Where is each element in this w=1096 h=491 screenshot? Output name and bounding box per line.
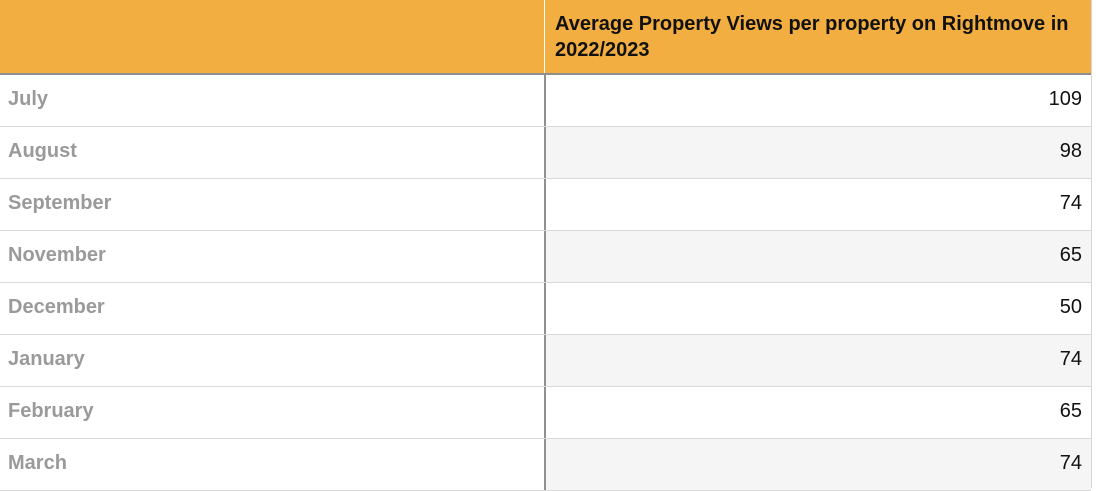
row-label: February	[8, 400, 94, 422]
value-cell: 109	[544, 75, 1091, 126]
row-label: December	[8, 296, 105, 318]
row-value: 74	[1059, 192, 1082, 214]
row-value: 74	[1059, 452, 1082, 474]
value-cell: 74	[544, 179, 1091, 230]
table-row: January 74	[0, 335, 1091, 387]
value-cell: 65	[544, 387, 1091, 438]
row-value: 109	[1048, 88, 1082, 110]
row-label: August	[8, 140, 77, 162]
table-row: September 74	[0, 179, 1091, 231]
row-value: 65	[1059, 400, 1082, 422]
row-value: 50	[1059, 296, 1082, 318]
value-cell: 74	[544, 335, 1091, 386]
value-cell: 65	[544, 231, 1091, 282]
row-value: 74	[1059, 348, 1082, 370]
table-row: March 74	[0, 439, 1091, 491]
table-header: Average Property Views per property on R…	[0, 0, 1091, 75]
row-label: November	[8, 244, 106, 266]
row-value: 98	[1059, 140, 1082, 162]
value-cell: 50	[544, 283, 1091, 334]
value-cell: 74	[544, 439, 1091, 490]
table-body: July 109 August 98 September 74 November 65 Dece…	[0, 75, 1091, 491]
table-row: February 65	[0, 387, 1091, 439]
table-row: July 109	[0, 75, 1091, 127]
row-label: March	[8, 452, 67, 474]
table-row: August 98	[0, 127, 1091, 179]
row-label: July	[8, 88, 49, 110]
table-row: December 50	[0, 283, 1091, 335]
row-label: January	[8, 348, 85, 370]
value-cell: 98	[544, 127, 1091, 178]
row-value: 65	[1059, 244, 1082, 266]
header-empty-cell	[0, 0, 545, 73]
row-label: September	[8, 192, 112, 214]
column-header: Average Property Views per property on R…	[555, 13, 1069, 61]
table-row: November 65	[0, 231, 1091, 283]
